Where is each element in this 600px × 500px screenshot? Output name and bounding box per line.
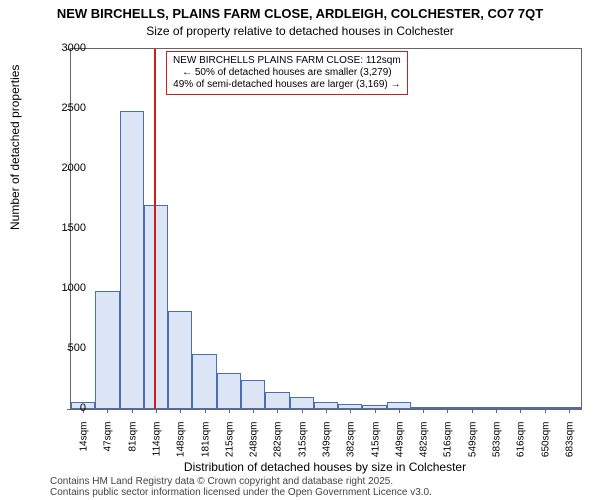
x-tick-mark [253, 409, 254, 413]
x-tick-label: 81sqm [127, 422, 138, 462]
x-tick-label: 282sqm [273, 422, 284, 462]
y-tick-label: 3000 [46, 42, 86, 54]
x-tick-mark [375, 409, 376, 413]
x-tick-label: 482sqm [419, 422, 430, 462]
x-tick-mark [350, 409, 351, 413]
property-marker-line [154, 49, 156, 409]
x-tick-label: 248sqm [249, 422, 260, 462]
x-tick-label: 114sqm [152, 422, 163, 462]
x-tick-label: 148sqm [176, 422, 187, 462]
x-tick-label: 215sqm [224, 422, 235, 462]
x-tick-label: 683sqm [564, 422, 575, 462]
y-tick-label: 0 [46, 402, 86, 414]
x-tick-mark [399, 409, 400, 413]
x-tick-mark [423, 409, 424, 413]
x-axis-label: Distribution of detached houses by size … [70, 460, 580, 474]
x-tick-label: 47sqm [103, 422, 114, 462]
x-tick-label: 315sqm [297, 422, 308, 462]
x-tick-label: 349sqm [322, 422, 333, 462]
histogram-bar [217, 373, 241, 409]
x-tick-mark [569, 409, 570, 413]
annotation-box: NEW BIRCHELLS PLAINS FARM CLOSE: 112sqm←… [166, 51, 408, 95]
x-tick-label: 449sqm [394, 422, 405, 462]
x-tick-label: 382sqm [346, 422, 357, 462]
histogram-bar [387, 402, 411, 409]
x-tick-label: 516sqm [443, 422, 454, 462]
x-tick-mark [520, 409, 521, 413]
y-tick-label: 1000 [46, 282, 86, 294]
histogram-bar [241, 380, 265, 409]
x-tick-label: 181sqm [200, 422, 211, 462]
x-tick-mark [302, 409, 303, 413]
histogram-bar [168, 311, 192, 409]
x-tick-mark [156, 409, 157, 413]
x-tick-mark [496, 409, 497, 413]
x-tick-label: 415sqm [370, 422, 381, 462]
x-tick-label: 583sqm [492, 422, 503, 462]
histogram-bar [265, 392, 289, 409]
annotation-line2: ← 50% of detached houses are smaller (3,… [173, 67, 401, 79]
x-tick-mark [545, 409, 546, 413]
histogram-bar [120, 111, 144, 409]
x-tick-mark [229, 409, 230, 413]
annotation-line3: 49% of semi-detached houses are larger (… [173, 79, 401, 91]
footer-line1: Contains HM Land Registry data © Crown c… [50, 476, 432, 487]
x-tick-mark [107, 409, 108, 413]
chart-container: NEW BIRCHELLS, PLAINS FARM CLOSE, ARDLEI… [0, 0, 600, 500]
x-tick-mark [277, 409, 278, 413]
x-tick-mark [132, 409, 133, 413]
y-tick-label: 1500 [46, 222, 86, 234]
x-tick-mark [326, 409, 327, 413]
x-tick-mark [447, 409, 448, 413]
y-tick-label: 2500 [46, 102, 86, 114]
x-tick-mark [180, 409, 181, 413]
x-tick-mark [472, 409, 473, 413]
chart-title-sub: Size of property relative to detached ho… [0, 24, 600, 38]
y-tick-label: 2000 [46, 162, 86, 174]
chart-title-main: NEW BIRCHELLS, PLAINS FARM CLOSE, ARDLEI… [0, 6, 600, 21]
footer-line2: Contains public sector information licen… [50, 487, 432, 498]
x-tick-label: 650sqm [540, 422, 551, 462]
histogram-bar [192, 354, 216, 409]
histogram-bar [95, 291, 119, 409]
histogram-bar [314, 402, 338, 409]
x-tick-mark [205, 409, 206, 413]
plot-area: NEW BIRCHELLS PLAINS FARM CLOSE: 112sqm←… [70, 48, 582, 410]
footer-attribution: Contains HM Land Registry data © Crown c… [50, 476, 432, 498]
x-tick-label: 14sqm [79, 422, 90, 462]
x-tick-label: 616sqm [516, 422, 527, 462]
histogram-bar [290, 397, 314, 409]
y-axis-label: Number of detached properties [8, 65, 22, 230]
x-tick-label: 549sqm [467, 422, 478, 462]
y-tick-label: 500 [46, 342, 86, 354]
annotation-line1: NEW BIRCHELLS PLAINS FARM CLOSE: 112sqm [173, 55, 401, 67]
